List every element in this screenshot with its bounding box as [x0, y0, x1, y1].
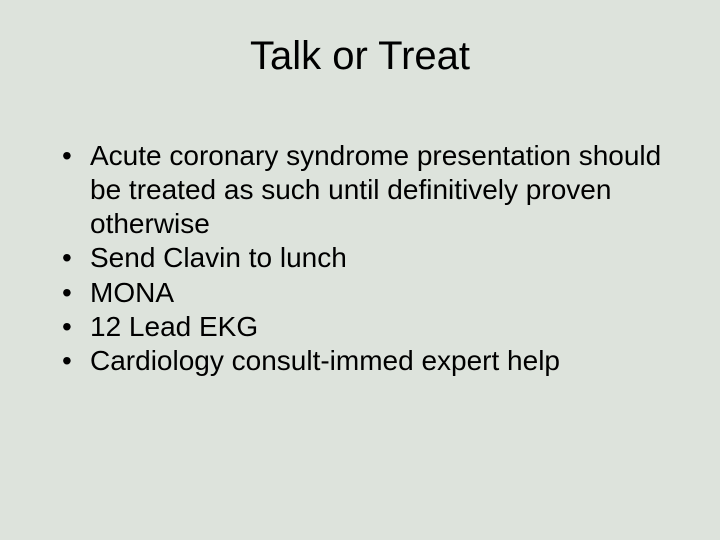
bullet-text: Acute coronary syndrome presentation sho… [90, 140, 661, 239]
slide-title: Talk or Treat [48, 28, 672, 79]
bullet-text: 12 Lead EKG [90, 311, 258, 342]
bullet-text: MONA [90, 277, 174, 308]
list-item: Acute coronary syndrome presentation sho… [54, 139, 672, 241]
list-item: Send Clavin to lunch [54, 241, 672, 275]
slide-body: Acute coronary syndrome presentation sho… [48, 139, 672, 378]
bullet-text: Send Clavin to lunch [90, 242, 347, 273]
bullet-text: Cardiology consult-immed expert help [90, 345, 560, 376]
list-item: Cardiology consult-immed expert help [54, 344, 672, 378]
bullet-list: Acute coronary syndrome presentation sho… [54, 139, 672, 378]
list-item: 12 Lead EKG [54, 310, 672, 344]
list-item: MONA [54, 276, 672, 310]
slide: Talk or Treat Acute coronary syndrome pr… [0, 0, 720, 540]
